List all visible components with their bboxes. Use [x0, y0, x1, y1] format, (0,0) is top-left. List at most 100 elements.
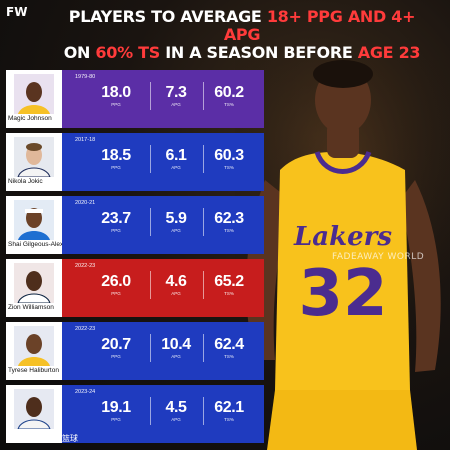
apg-value: 10.4: [161, 336, 191, 353]
brand-logo: FW: [6, 5, 28, 19]
apg-stat: 4.6 APG: [153, 273, 199, 297]
ppg-stat: 20.7 PPG: [93, 336, 139, 360]
ts-value: 62.4: [214, 336, 244, 353]
ppg-value: 18.5: [101, 147, 131, 164]
ts-value: 62.3: [214, 210, 244, 227]
title-part2: ON: [63, 43, 96, 62]
list-item: Tyrese Haliburton 2022-23 20.7 PPG 10.4 AP…: [6, 322, 264, 380]
player-name: Magic Johnson: [8, 115, 52, 122]
ts-unit: TS%: [224, 165, 234, 170]
apg-unit: APG: [171, 417, 181, 422]
divider: [203, 145, 204, 173]
ppg-unit: PPG: [111, 417, 121, 422]
player-avatar: [14, 389, 54, 429]
ppg-stat: 23.7 PPG: [93, 210, 139, 234]
page-title: PLAYERS TO AVERAGE 18+ PPG AND 4+ APG ON…: [52, 8, 432, 62]
ppg-stat: 26.0 PPG: [93, 273, 139, 297]
divider: [203, 397, 204, 425]
list-item: Shai Gilgeous-Alexander 2020-21 23.7 PPG …: [6, 196, 264, 254]
ts-stat: 65.2 TS%: [206, 273, 252, 297]
footer-credit: 搜狐号@大脸很篮球: [6, 434, 78, 443]
player-card: Magic Johnson: [6, 70, 62, 128]
ts-unit: TS%: [224, 354, 234, 359]
apg-value: 7.3: [165, 84, 187, 101]
stat-band: 2017-18 18.5 PPG 6.1 APG 60.3 TS%: [62, 133, 264, 191]
player-avatar: [14, 326, 54, 366]
player-avatar: [14, 200, 54, 240]
stat-band: 2022-23 26.0 PPG 4.6 APG 65.2 TS%: [62, 259, 264, 317]
divider: [203, 82, 204, 110]
divider: [150, 208, 151, 236]
player-card: Nikola Jokic: [6, 133, 62, 191]
apg-value: 6.1: [165, 147, 187, 164]
player-card: Zion Williamson: [6, 259, 62, 317]
ppg-unit: PPG: [111, 228, 121, 233]
ts-stat: 60.3 TS%: [206, 147, 252, 171]
ts-unit: TS%: [224, 102, 234, 107]
player-card: Tyrese Haliburton: [6, 322, 62, 380]
apg-value: 4.6: [165, 273, 187, 290]
apg-unit: APG: [171, 354, 181, 359]
divider: [150, 334, 151, 362]
player-avatar: [14, 74, 54, 114]
svg-text:32: 32: [298, 257, 387, 331]
ppg-stat: 18.0 PPG: [93, 84, 139, 108]
ppg-value: 23.7: [101, 210, 131, 227]
title-part1-highlight: 18+ PPG AND 4+ APG: [223, 7, 416, 44]
season-label: 2020-21: [75, 200, 96, 206]
stat-band: 2020-21 23.7 PPG 5.9 APG 62.3 TS%: [62, 196, 264, 254]
stat-band: 2022-23 20.7 PPG 10.4 APG 62.4 TS%: [62, 322, 264, 380]
svg-text:Lakers: Lakers: [293, 222, 392, 252]
ppg-value: 19.1: [101, 399, 131, 416]
apg-unit: APG: [171, 228, 181, 233]
ts-value: 60.3: [214, 147, 244, 164]
player-avatar: [14, 263, 54, 303]
player-card: [6, 385, 62, 443]
ts-value: 62.1: [214, 399, 244, 416]
ts-stat: 60.2 TS%: [206, 84, 252, 108]
season-label: 2022-23: [75, 326, 96, 332]
list-item: Zion Williamson 2022-23 26.0 PPG 4.6 APG 6…: [6, 259, 264, 317]
title-part3-highlight: AGE 23: [357, 43, 421, 62]
player-name: Nikola Jokic: [8, 178, 43, 185]
apg-unit: APG: [171, 102, 181, 107]
ts-stat: 62.3 TS%: [206, 210, 252, 234]
ppg-unit: PPG: [111, 291, 121, 296]
ts-unit: TS%: [224, 417, 234, 422]
ppg-unit: PPG: [111, 354, 121, 359]
divider: [203, 271, 204, 299]
ts-unit: TS%: [224, 291, 234, 296]
apg-value: 5.9: [165, 210, 187, 227]
player-avatar: [14, 137, 54, 177]
watermark: FADEAWAY WORLD: [332, 252, 425, 262]
player-card: Shai Gilgeous-Alexander: [6, 196, 80, 254]
ppg-unit: PPG: [111, 102, 121, 107]
apg-value: 4.5: [165, 399, 187, 416]
list-item: 2023-24 19.1 PPG 4.5 APG 62.1 TS%: [6, 385, 264, 443]
player-name: Shai Gilgeous-Alexander: [8, 241, 80, 248]
apg-unit: APG: [171, 165, 181, 170]
list-item: Magic Johnson 1979-80 18.0 PPG 7.3 APG 60.…: [6, 70, 264, 128]
ppg-stat: 19.1 PPG: [93, 399, 139, 423]
list-item: Nikola Jokic 2017-18 18.5 PPG 6.1 APG 60.3…: [6, 133, 264, 191]
apg-unit: APG: [171, 291, 181, 296]
ts-unit: TS%: [224, 228, 234, 233]
stat-band: 1979-80 18.0 PPG 7.3 APG 60.2 TS%: [62, 70, 264, 128]
divider: [203, 208, 204, 236]
season-label: 2023-24: [75, 389, 96, 395]
divider: [150, 397, 151, 425]
player-name: Zion Williamson: [8, 304, 54, 311]
title-part2-highlight: 60% TS: [95, 43, 160, 62]
title-part3: IN A SEASON BEFORE: [159, 43, 358, 62]
apg-stat: 5.9 APG: [153, 210, 199, 234]
season-label: 1979-80: [75, 74, 96, 80]
ts-value: 65.2: [214, 273, 244, 290]
season-label: 2022-23: [75, 263, 96, 269]
divider: [203, 334, 204, 362]
season-label: 2017-18: [75, 137, 96, 143]
apg-stat: 6.1 APG: [153, 147, 199, 171]
title-part1: PLAYERS TO AVERAGE: [68, 7, 267, 26]
ppg-stat: 18.5 PPG: [93, 147, 139, 171]
apg-stat: 4.5 APG: [153, 399, 199, 423]
